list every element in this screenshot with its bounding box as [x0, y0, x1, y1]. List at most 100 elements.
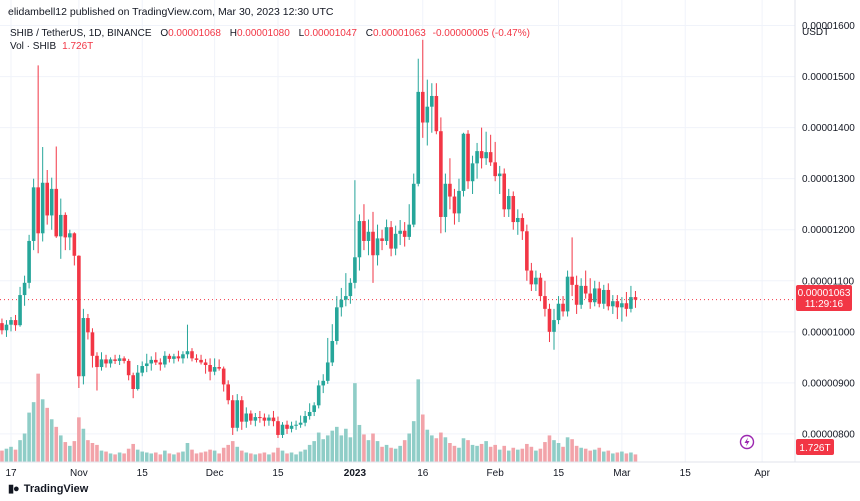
volume-bar — [99, 450, 104, 462]
candle — [9, 317, 13, 332]
candle — [113, 354, 117, 364]
volume-bar — [154, 452, 158, 462]
candle — [4, 320, 9, 337]
volume-bar — [325, 435, 330, 462]
candle-body — [357, 221, 362, 258]
grid-lines — [0, 0, 795, 462]
candle-body — [212, 367, 217, 372]
candle-body — [307, 411, 312, 417]
candle — [285, 420, 289, 434]
axis-currency[interactable]: USDT — [802, 27, 830, 38]
candle — [27, 234, 31, 289]
candle-body — [280, 424, 285, 435]
volume-bar — [506, 450, 511, 462]
candle — [552, 308, 556, 350]
candle — [172, 353, 176, 364]
candle — [339, 287, 344, 317]
candle-body — [335, 307, 339, 342]
volume-bar — [31, 402, 36, 462]
candle-body — [99, 359, 104, 368]
candle-body — [316, 385, 321, 406]
volume-bar — [380, 446, 384, 462]
candle-body — [217, 367, 221, 369]
volume-bar — [543, 442, 547, 462]
candle-body — [488, 152, 493, 163]
candle-body — [208, 365, 212, 372]
candle — [108, 357, 113, 368]
candle — [601, 284, 606, 309]
volume-bar — [235, 446, 240, 462]
time-axis[interactable]: 17 Nov 15 Dec 15 2023 16 Feb 15 Mar 15 Apr — [5, 468, 770, 479]
volume-bar — [13, 449, 18, 462]
candle-body — [497, 173, 502, 177]
candle — [534, 270, 538, 291]
candle — [461, 132, 466, 197]
candle-body — [298, 422, 303, 425]
candle — [144, 353, 149, 373]
candle-body — [190, 351, 194, 359]
time-tick-label: 2023 — [344, 468, 367, 479]
volume-bar — [606, 450, 611, 462]
candle — [154, 352, 158, 366]
candle-body — [199, 359, 203, 363]
flash-icon[interactable] — [739, 434, 755, 450]
candle-body — [49, 188, 54, 216]
candle — [221, 366, 226, 392]
volume-bar — [633, 454, 638, 462]
candle — [556, 296, 561, 325]
candle — [629, 285, 633, 313]
volume-bar — [620, 451, 624, 462]
candle — [131, 372, 135, 399]
volume-bar — [244, 452, 249, 462]
candle — [439, 117, 443, 234]
candle-body — [253, 417, 258, 421]
candle-body — [104, 359, 108, 364]
volume-bar — [511, 447, 516, 462]
volume-bar — [58, 435, 63, 462]
candle — [81, 308, 86, 385]
volume-bar — [239, 450, 244, 462]
volume-bar — [271, 452, 276, 462]
candle — [353, 180, 357, 289]
candle-body — [470, 163, 475, 182]
candle-body — [443, 183, 448, 217]
volume-tag-value: 1.726T — [799, 443, 830, 454]
time-tick-label: 15 — [680, 468, 692, 479]
candle — [167, 353, 172, 363]
price-tag-value: 0.00001063 — [798, 288, 851, 299]
candle — [280, 422, 285, 439]
candle-body — [325, 362, 330, 381]
candle — [466, 130, 470, 189]
candle-body — [226, 384, 230, 401]
candle — [344, 273, 348, 307]
candle-body — [538, 277, 543, 297]
legend-change: -0.00000005 (-0.47%) — [432, 28, 530, 39]
candle-body — [588, 293, 592, 303]
candle — [77, 255, 81, 388]
candle — [484, 131, 488, 165]
candle-body — [330, 341, 335, 363]
candle-body — [86, 318, 90, 333]
legend-low-label: L — [298, 28, 305, 39]
price-axis[interactable]: 0.00001600 0.00001500 0.00001400 0.00001300… — [802, 21, 855, 440]
volume-legend-label[interactable]: Vol · SHIB — [10, 41, 57, 52]
candle-body — [565, 276, 570, 312]
candle — [407, 204, 411, 240]
candle — [63, 212, 68, 251]
volume-bar — [479, 443, 484, 462]
candle-body — [592, 288, 597, 303]
candle-body — [344, 296, 348, 300]
candle — [104, 354, 108, 368]
candle-body — [122, 358, 126, 361]
candle — [289, 421, 294, 433]
volume-bar — [398, 445, 402, 462]
legend-symbol[interactable]: SHIB / TetherUS, 1D, BINANCE — [10, 28, 152, 39]
candle-body — [384, 227, 389, 241]
volume-bar — [140, 451, 145, 462]
volume-bar — [488, 446, 493, 462]
volume-bar — [592, 449, 597, 462]
candle — [36, 65, 40, 254]
tradingview-logo[interactable]: ▮● TradingView — [8, 482, 88, 496]
candle — [122, 356, 126, 364]
